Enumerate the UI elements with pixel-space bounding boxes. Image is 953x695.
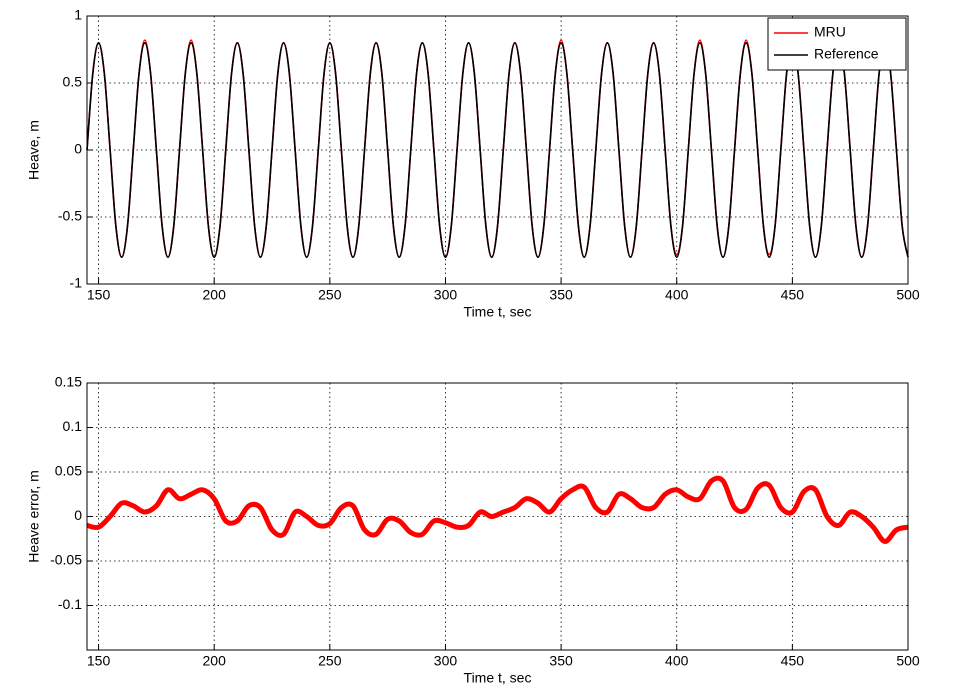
x-axis-label: Time t, sec xyxy=(464,304,532,320)
x-tick-label: 250 xyxy=(318,287,342,303)
y-tick-label: -0.1 xyxy=(58,596,82,612)
axes-frame xyxy=(86,15,909,285)
y-axis-label: Heave error, m xyxy=(26,470,42,563)
y-tick-label: 0.15 xyxy=(55,374,82,390)
y-axis-label: Heave, m xyxy=(26,120,42,180)
x-tick-label: 250 xyxy=(318,653,342,669)
x-tick-label: 200 xyxy=(203,653,227,669)
x-tick-label: 450 xyxy=(781,287,805,303)
x-tick-label: 450 xyxy=(781,653,805,669)
legend-box xyxy=(767,17,907,71)
x-tick-label: 400 xyxy=(665,653,689,669)
y-tick-label: -0.05 xyxy=(50,552,82,568)
x-tick-label: 200 xyxy=(203,287,227,303)
y-tick-label: 0.1 xyxy=(63,418,83,434)
x-tick-label: 400 xyxy=(665,287,689,303)
axes-frame xyxy=(86,382,909,651)
y-tick-label: 0 xyxy=(74,141,82,157)
data-line xyxy=(86,41,909,259)
x-tick-label: 150 xyxy=(87,287,111,303)
x-tick-label: 350 xyxy=(549,287,573,303)
legend-label: Reference xyxy=(814,46,879,62)
x-tick-label: 350 xyxy=(549,653,573,669)
x-tick-label: 150 xyxy=(87,653,111,669)
legend-label: MRU xyxy=(814,24,846,40)
y-tick-label: 0.05 xyxy=(55,463,82,479)
y-tick-label: -0.5 xyxy=(58,208,82,224)
y-tick-label: -1 xyxy=(70,275,83,291)
x-tick-label: 300 xyxy=(434,287,458,303)
x-tick-label: 500 xyxy=(896,287,920,303)
y-tick-label: 0 xyxy=(74,507,82,523)
data-line xyxy=(86,475,909,544)
x-tick-label: 300 xyxy=(434,653,458,669)
y-tick-label: 1 xyxy=(74,7,82,23)
x-axis-label: Time t, sec xyxy=(464,670,532,686)
x-tick-label: 500 xyxy=(896,653,920,669)
y-tick-label: 0.5 xyxy=(63,74,83,90)
